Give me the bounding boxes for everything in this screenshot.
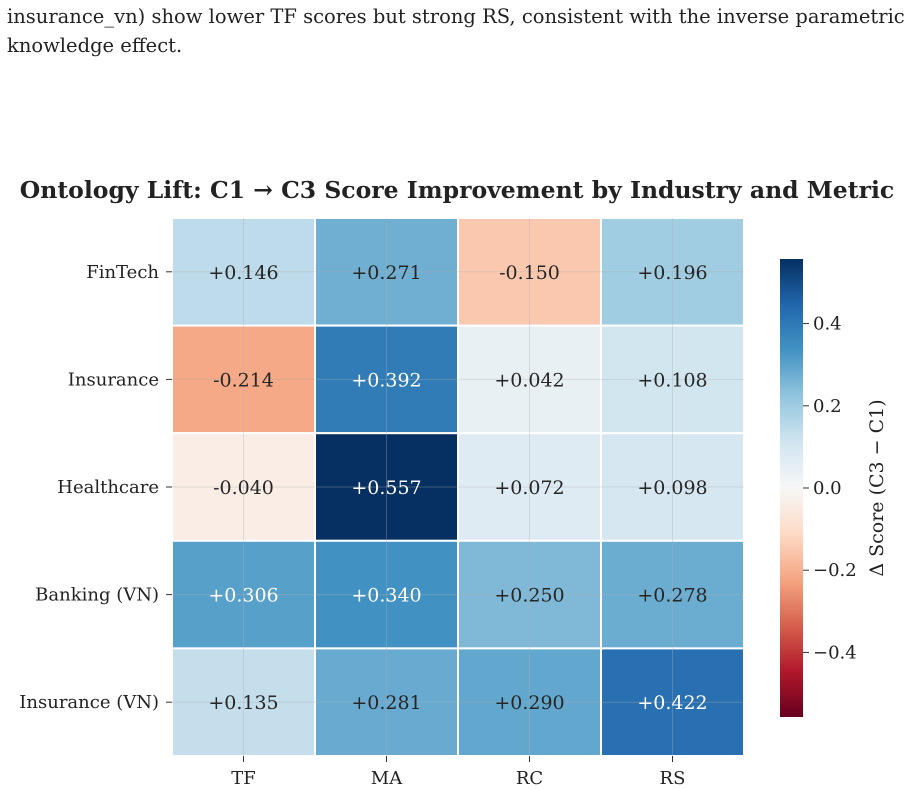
cell-value-label: +0.146 (208, 262, 278, 284)
heatmap-cell-labels: +0.146 +0.271 -0.150 +0.196 -0.214 +0.392 +0.0… (208, 262, 707, 714)
caption-line-2: knowledge effect. (7, 34, 183, 57)
colorbar-tick-label: −0.2 (813, 560, 857, 581)
row-tick-label: Insurance (VN) (19, 692, 159, 713)
colorbar-label: Δ Score (C3 − C1) (866, 399, 888, 576)
caption-line-1: insurance_vn) show lower TF scores but s… (7, 5, 905, 28)
heatmap-cell (457, 432, 602, 542)
cell-value-label: +0.306 (208, 585, 278, 607)
column-tick-labels: TF MA RC RS (231, 756, 685, 789)
cell-value-label: +0.281 (351, 692, 421, 714)
row-tick-labels: FinTech Insurance Healthcare Banking (VN) In… (19, 262, 172, 713)
heatmap-cell (600, 647, 745, 758)
colorbar: 0.4 0.2 0.0 −0.2 −0.4 Δ Score (C3 − C1) (780, 259, 888, 717)
colorbar-gradient (780, 259, 803, 717)
row-tick-label: Banking (VN) (35, 585, 159, 606)
heatmap-cell (171, 432, 316, 542)
cell-value-label: +0.250 (494, 585, 564, 607)
heatmap-cell (171, 217, 316, 327)
cell-value-label: +0.557 (351, 477, 421, 499)
cell-value-label: +0.196 (637, 262, 707, 284)
cell-value-label: -0.214 (213, 369, 274, 391)
cell-value-label: +0.072 (494, 477, 564, 499)
cell-value-label: +0.290 (494, 692, 564, 714)
cell-value-label: +0.392 (351, 369, 421, 391)
chart-title: Ontology Lift: C1 → C3 Score Improvement… (19, 176, 895, 204)
row-tick-label: Insurance (68, 369, 159, 390)
heatmap-cell (600, 539, 745, 650)
row-tick-label: FinTech (86, 262, 159, 283)
heatmap-cell (600, 432, 745, 542)
column-tick-label: MA (371, 768, 403, 789)
colorbar-tick-label: −0.4 (813, 642, 857, 663)
cell-value-label: +0.042 (494, 369, 564, 391)
cell-value-label: +0.422 (637, 692, 707, 714)
heatmap-cell (457, 217, 602, 327)
heatmap-cells (171, 217, 745, 758)
heatmap-cell (314, 324, 459, 435)
heatmap-cell (314, 432, 459, 542)
row-tick-label: Healthcare (57, 477, 159, 498)
heatmap-cell (457, 647, 602, 758)
cell-value-label: +0.271 (351, 262, 421, 284)
cell-value-label: +0.278 (637, 585, 707, 607)
heatmap-cell (457, 539, 602, 650)
cell-value-label: +0.108 (637, 369, 707, 391)
heatmap-cell (600, 217, 745, 327)
caption: insurance_vn) show lower TF scores but s… (7, 2, 907, 60)
heatmap-cell (171, 647, 316, 758)
heatmap-cell (171, 539, 316, 650)
colorbar-tick-label: 0.4 (813, 314, 842, 335)
colorbar-tick-label: 0.2 (813, 396, 842, 417)
cell-value-label: -0.150 (499, 262, 560, 284)
heatmap-cell (171, 324, 316, 435)
cell-value-label: +0.135 (208, 692, 278, 714)
cell-value-label: +0.098 (637, 477, 707, 499)
column-tick-label: RC (516, 768, 543, 789)
column-tick-label: TF (231, 768, 256, 789)
colorbar-tick-label: 0.0 (813, 478, 842, 499)
cell-value-label: -0.040 (213, 477, 274, 499)
heatmap-cell (314, 539, 459, 650)
heatmap-gridlines (172, 218, 744, 756)
column-tick-label: RS (660, 768, 686, 789)
heatmap-cell (314, 217, 459, 327)
cell-value-label: +0.340 (351, 585, 421, 607)
